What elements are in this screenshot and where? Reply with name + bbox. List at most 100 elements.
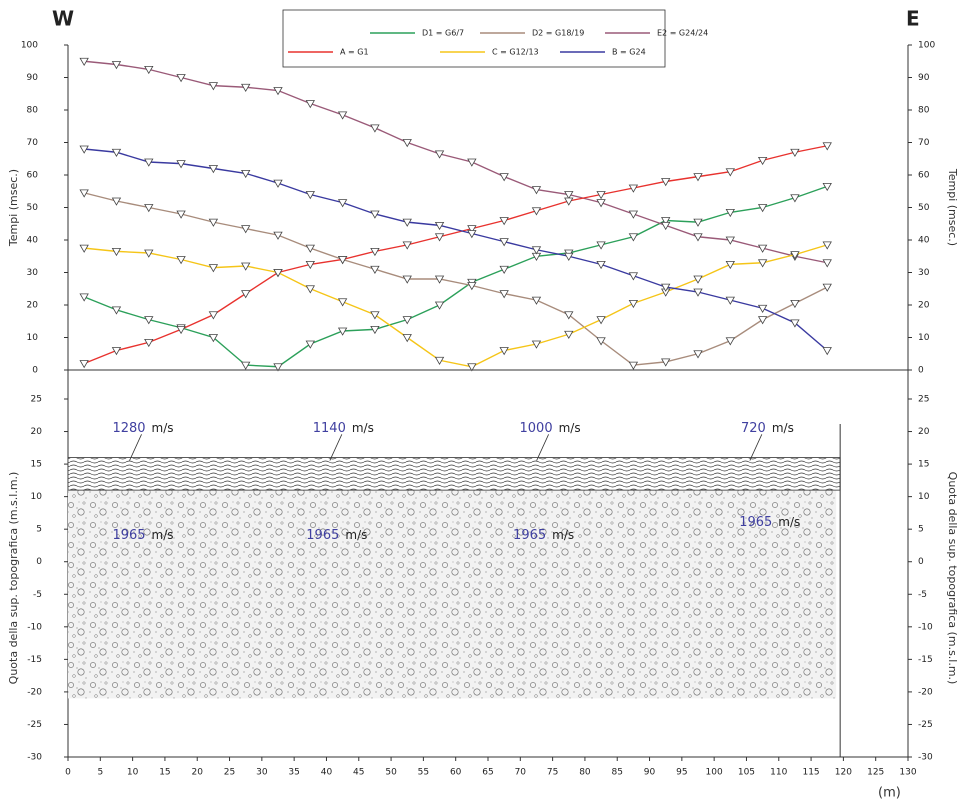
x-tick-label: 40 [321, 768, 333, 778]
data-point [111, 306, 122, 315]
y-tick-label: 20 [918, 427, 930, 437]
data-point [725, 337, 735, 346]
data-point [434, 221, 445, 231]
velocity-label: 1280 [112, 421, 145, 436]
data-point [144, 338, 154, 348]
data-point [725, 168, 735, 177]
legend-label: E2 = G24/24 [657, 29, 708, 38]
y-tick-label: -10 [918, 622, 933, 632]
data-point [499, 290, 509, 299]
data-point [596, 191, 606, 200]
y-tick-label: 10 [27, 333, 39, 343]
data-point [176, 256, 186, 265]
x-tick-label: 95 [676, 768, 687, 778]
data-point [628, 361, 639, 370]
data-point [402, 139, 412, 148]
data-point [822, 142, 832, 151]
data-point [628, 233, 639, 242]
data-point [757, 244, 768, 253]
y-tick-label: 20 [918, 301, 930, 311]
data-point [337, 327, 348, 336]
data-point [111, 61, 122, 70]
data-point [402, 275, 412, 284]
y-tick-label: -5 [918, 590, 927, 600]
legend-label: D1 = G6/7 [422, 29, 464, 38]
west-label: W [52, 7, 74, 31]
x-tick-label: 80 [579, 768, 591, 778]
data-point [79, 57, 89, 67]
x-tick-label: 45 [353, 768, 364, 778]
data-point [725, 208, 735, 218]
data-point [305, 244, 315, 253]
data-point [628, 272, 639, 281]
data-point [661, 178, 671, 187]
data-point [661, 217, 671, 226]
x-tick-label: 20 [192, 768, 204, 778]
x-tick-label: 85 [612, 768, 623, 778]
data-point [725, 260, 735, 270]
legend-box [282, 9, 666, 68]
data-point [693, 233, 703, 242]
data-point [273, 179, 283, 188]
y-tick-label: 60 [918, 171, 930, 181]
data-point [531, 186, 542, 195]
y-tick-label: -20 [27, 687, 42, 697]
y-tick-label: 30 [27, 268, 39, 278]
x-tick-label: 65 [482, 768, 493, 778]
data-point [693, 173, 703, 182]
data-point [434, 150, 445, 159]
y-tick-label: 100 [918, 41, 935, 51]
y-tick-label: 10 [918, 492, 930, 502]
x-tick-label: 125 [867, 768, 884, 778]
velocity-unit: m/s [345, 528, 367, 542]
upper-layer [67, 457, 841, 491]
x-tick-label: 35 [288, 768, 299, 778]
data-point [661, 221, 671, 231]
data-point [144, 316, 154, 325]
data-point [305, 260, 315, 270]
data-point [628, 210, 639, 219]
east-label: E [906, 7, 920, 31]
data-point [111, 247, 122, 257]
data-point [402, 334, 412, 343]
data-point [144, 249, 154, 258]
data-point [79, 189, 89, 198]
x-tick-label: 110 [770, 768, 787, 778]
data-point [337, 199, 348, 208]
data-point [499, 173, 509, 182]
y-tick-label: -15 [27, 655, 42, 665]
data-point [370, 311, 380, 320]
data-point [467, 158, 477, 167]
data-point [790, 299, 800, 309]
data-point [241, 290, 251, 299]
leader-line [749, 434, 763, 461]
x-tick-label: 105 [738, 768, 755, 778]
data-point [111, 148, 122, 158]
legend-label: C = G12/13 [492, 48, 539, 57]
y-tick-label: 15 [31, 460, 42, 470]
data-point [208, 264, 219, 273]
leader-line [129, 434, 142, 461]
data-point [370, 124, 380, 133]
y-tick-label: 0 [918, 366, 924, 376]
data-point [822, 241, 832, 250]
y-tick-label: -25 [27, 720, 42, 730]
data-point [241, 83, 251, 93]
y-tick-label: -5 [33, 590, 42, 600]
y-tick-label: 10 [918, 333, 930, 343]
y-tick-label: -15 [918, 655, 933, 665]
x-tick-label: 90 [644, 768, 656, 778]
data-point [790, 148, 800, 158]
data-point [370, 325, 380, 335]
x-tick-label: 25 [224, 768, 235, 778]
data-point [402, 316, 412, 325]
data-point [176, 325, 186, 335]
y-tick-label: 80 [27, 106, 39, 116]
data-point [176, 74, 186, 83]
x-tick-label: 50 [385, 768, 397, 778]
data-point [596, 337, 606, 346]
data-point [564, 197, 574, 206]
velocity-label: 1965 [112, 528, 145, 543]
data-point [144, 65, 154, 75]
